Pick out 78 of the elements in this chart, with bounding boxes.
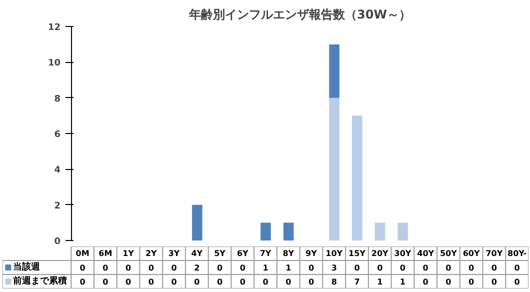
y-tick-label: 8: [54, 94, 61, 104]
data-label: 1: [400, 278, 406, 286]
bar: [283, 222, 294, 240]
data-label: 0: [216, 264, 223, 272]
x-tick-label: 80Y-: [508, 249, 527, 258]
y-tick-label: 12: [48, 23, 61, 33]
data-label: 0: [171, 264, 178, 272]
data-label: 0: [80, 278, 86, 286]
legend-label: 当該週: [12, 262, 41, 272]
data-label: 0: [308, 264, 314, 272]
bar: [260, 222, 271, 240]
data-label: 0: [148, 278, 154, 286]
x-tick-label: 6Y: [236, 249, 249, 258]
x-tick-label: 2Y: [145, 249, 158, 258]
data-label: 0: [400, 264, 406, 272]
x-tick-label: 5Y: [214, 249, 226, 258]
data-label: 8: [331, 278, 338, 286]
x-tick-label: 9Y: [306, 249, 318, 258]
x-tick-label: 30Y: [394, 249, 412, 258]
x-tick-label: 15Y: [348, 249, 366, 258]
y-tick-label: 4: [54, 166, 61, 176]
data-label: 0: [102, 278, 109, 286]
data-label: 0: [354, 264, 360, 272]
y-tick-label: 0: [54, 237, 61, 247]
x-tick-label: 10Y: [326, 249, 343, 258]
x-tick-label: 6M: [98, 249, 112, 258]
data-label: 0: [377, 264, 384, 272]
data-label: 0: [240, 264, 246, 272]
data-label: 0: [240, 278, 246, 286]
data-label: 0: [80, 264, 86, 272]
x-tick-label: 7Y: [260, 249, 272, 258]
data-label: 0: [514, 264, 520, 272]
y-tick-label: 2: [54, 201, 61, 212]
x-tick-label: 40Y: [417, 249, 434, 258]
data-label: 0: [514, 278, 520, 286]
data-label: 0: [422, 278, 429, 286]
data-label: 0: [491, 264, 498, 272]
data-label: 0: [286, 278, 292, 286]
data-label: 1: [262, 264, 269, 272]
x-tick-label: 8Y: [282, 249, 294, 258]
data-label: 0: [216, 278, 223, 286]
data-label: 0: [491, 278, 498, 286]
bar: [398, 222, 408, 240]
data-label: 0: [171, 278, 178, 286]
bar: [329, 98, 340, 240]
x-tick-label: 50Y: [440, 249, 458, 258]
data-label: 0: [468, 278, 475, 286]
bar: [374, 222, 386, 240]
data-label: 0: [446, 278, 452, 286]
x-tick-label: 1Y: [122, 249, 134, 258]
legend-label: 前週まで累積: [12, 276, 67, 286]
data-label: 1: [377, 278, 384, 286]
bar: [352, 116, 362, 240]
x-tick-label: 0M: [76, 249, 90, 258]
data-label: 7: [354, 278, 360, 286]
data-label: 0: [262, 278, 269, 286]
bar: [329, 44, 340, 98]
data-label: 0: [308, 278, 314, 286]
data-label: 0: [102, 264, 109, 272]
x-tick-label: 3Y: [168, 249, 180, 258]
data-label: 3: [331, 264, 337, 272]
data-label: 0: [126, 278, 132, 286]
y-tick-label: 10: [48, 58, 61, 69]
x-tick-label: 60Y: [462, 249, 480, 258]
data-label: 0: [446, 264, 452, 272]
data-label: 1: [286, 264, 292, 272]
x-tick-label: 70Y: [486, 249, 503, 258]
data-label: 0: [422, 264, 429, 272]
bar: [192, 204, 202, 240]
data-label: 0: [468, 264, 475, 272]
x-tick-label: 20Y: [371, 249, 389, 258]
data-label: 0: [194, 278, 200, 286]
chart-title: 年齢別インフルエンザ報告数（30W～）: [188, 8, 411, 22]
data-label: 0: [148, 264, 154, 272]
x-tick-label: 4Y: [191, 249, 203, 258]
y-tick-label: 6: [54, 130, 61, 140]
data-label: 0: [126, 264, 132, 272]
data-label: 2: [194, 264, 200, 272]
